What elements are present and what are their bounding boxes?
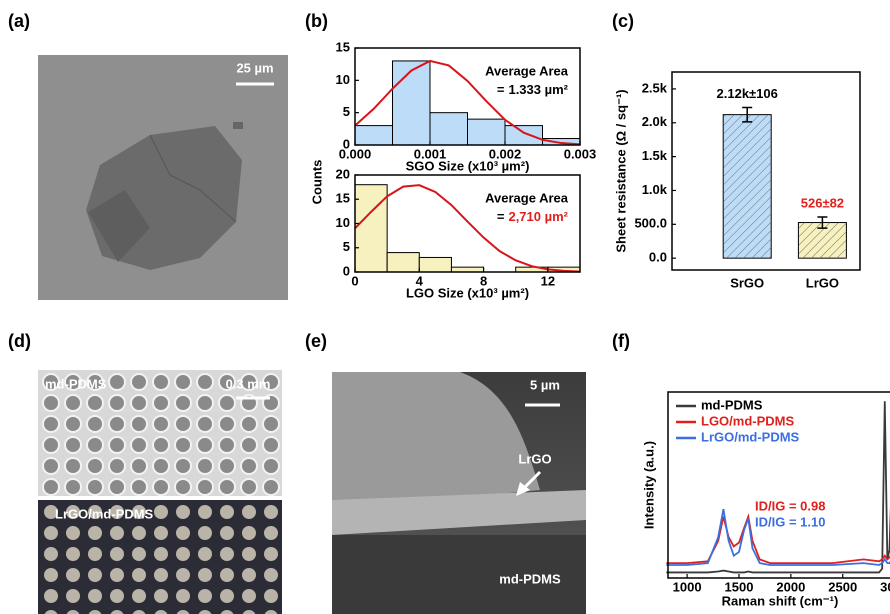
histogram-bar — [393, 61, 431, 145]
y-tick-label: 5 — [343, 239, 350, 254]
panel-label: (a) — [8, 11, 30, 31]
x-axis-label: SGO Size (x10³ µm²) — [406, 158, 530, 173]
legend-label: LGO/md-PDMS — [701, 413, 794, 428]
bar-hatch — [723, 115, 771, 259]
y-tick-label: 2.5k — [642, 80, 668, 95]
x-tick-label: SrGO — [730, 275, 764, 290]
y-axis-label: Sheet resistance (Ω / sq⁻¹) — [613, 89, 628, 252]
x-axis-label: LGO Size (x10³ µm²) — [406, 285, 529, 300]
y-tick-label: 5 — [343, 104, 350, 119]
y-tick-label: 10 — [336, 72, 350, 87]
x-axis-label: Raman shift (cm⁻¹) — [722, 593, 839, 608]
x-tick-label: 1000 — [673, 579, 702, 594]
figure: (a) (b) (c) (d) (e) (f) 25 µm Counts md-… — [0, 0, 890, 614]
annotation: Average Area — [485, 63, 569, 78]
y-axis-label: Intensity (a.u.) — [641, 441, 656, 529]
x-tick-label: 12 — [541, 273, 555, 288]
panel-label: (b) — [305, 11, 328, 31]
annotation-prefix: = — [497, 209, 505, 224]
annotation: ID/IG = 0.98 — [755, 498, 825, 513]
x-tick-label: 2000 — [776, 579, 805, 594]
panel-label: (e) — [305, 331, 327, 351]
y-axis-label: Counts — [309, 160, 324, 205]
x-tick-label: 3000 — [880, 579, 890, 594]
panel-label: (f) — [612, 331, 630, 351]
panel-label: (c) — [612, 11, 634, 31]
y-tick-label: 0 — [343, 136, 350, 151]
histogram-bar — [355, 126, 393, 145]
image-caption: md-PDMS — [45, 376, 107, 391]
y-tick-label: 1.5k — [642, 148, 668, 163]
histogram-bar — [430, 113, 468, 145]
y-tick-label: 2.0k — [642, 114, 668, 129]
y-tick-label: 0 — [343, 263, 350, 278]
x-tick-label: 1500 — [725, 579, 754, 594]
histogram-bar — [419, 257, 451, 272]
y-tick-label: 15 — [336, 191, 350, 206]
image-caption: LrGO/md-PDMS — [55, 506, 154, 521]
annotation-value: 1.333 µm² — [508, 82, 568, 97]
annotation-prefix: = — [497, 82, 505, 97]
histogram-bar — [468, 119, 506, 145]
scale-bar-label: 25 µm — [236, 60, 273, 75]
y-tick-label: 20 — [336, 166, 350, 181]
annotation: Average Area — [485, 190, 569, 205]
scale-bar-label: 5 µm — [530, 377, 560, 392]
image-caption: LrGO — [518, 451, 551, 466]
y-tick-label: 15 — [336, 39, 350, 54]
legend-label: md-PDMS — [701, 397, 763, 412]
scale-bar-label: 0.3 mm — [226, 376, 271, 391]
value-label: 526±82 — [801, 195, 844, 210]
x-tick-label: 0 — [351, 273, 358, 288]
y-tick-label: 1.0k — [642, 182, 668, 197]
annotation: ID/IG = 1.10 — [755, 514, 825, 529]
histogram-bar — [387, 253, 419, 272]
annotation-value: 2,710 µm² — [508, 209, 568, 224]
x-tick-label: 0.003 — [564, 146, 597, 161]
y-tick-label: 0.0 — [649, 250, 667, 265]
panel-label: (d) — [8, 331, 31, 351]
sem-image: 5 µm LrGO md-PDMS — [332, 372, 586, 614]
annotation: =2,710 µm² — [497, 209, 569, 224]
annotation: =1.333 µm² — [497, 82, 569, 97]
value-label: 2.12k±106 — [717, 86, 778, 101]
image-caption: md-PDMS — [499, 571, 561, 586]
legend-label: LrGO/md-PDMS — [701, 429, 800, 444]
photo: md-PDMS 0.3 mm LrGO/md-PDMS — [38, 370, 282, 614]
histogram-bar — [355, 185, 387, 272]
histogram-bar — [505, 126, 543, 145]
x-tick-label: 2500 — [828, 579, 857, 594]
y-tick-label: 10 — [336, 215, 350, 230]
x-tick-label: LrGO — [806, 275, 839, 290]
micrograph: 25 µm — [38, 55, 288, 300]
y-tick-label: 500.0 — [634, 216, 667, 231]
